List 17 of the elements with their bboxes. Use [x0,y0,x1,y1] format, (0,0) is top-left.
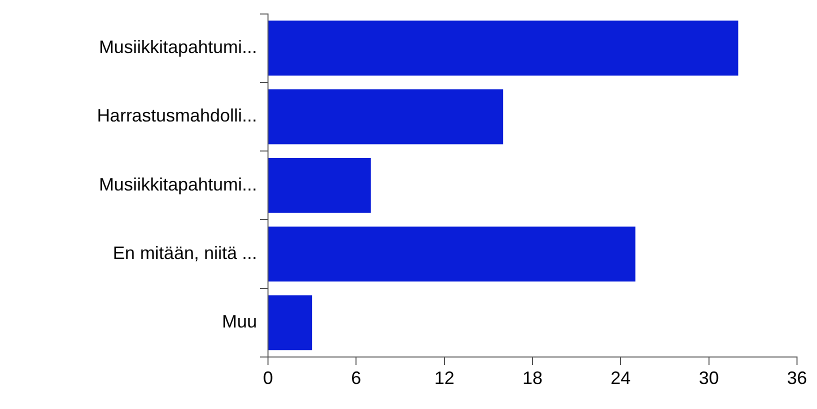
y-tick-label: Musiikkitapahtumi... [98,37,257,58]
x-tick-label: 36 [786,368,808,388]
bar [268,295,312,350]
y-tick-label: Muu [222,312,257,332]
bar [268,158,371,213]
bar [268,20,738,76]
y-tick-label: Musiikkitapahtumi... [98,174,257,194]
y-tick-label: En mitään, niitä ... [112,243,257,264]
x-tick-label: 30 [698,368,719,388]
x-tick-label: 24 [610,368,631,388]
y-tick-label: Harrastusmahdolli... [96,106,257,126]
x-tick-label: 6 [351,368,362,388]
bar [268,226,636,282]
x-tick-label: 12 [434,368,454,388]
bar [268,89,504,144]
x-tick-label: 18 [522,368,543,388]
x-tick-label: 0 [262,368,274,388]
